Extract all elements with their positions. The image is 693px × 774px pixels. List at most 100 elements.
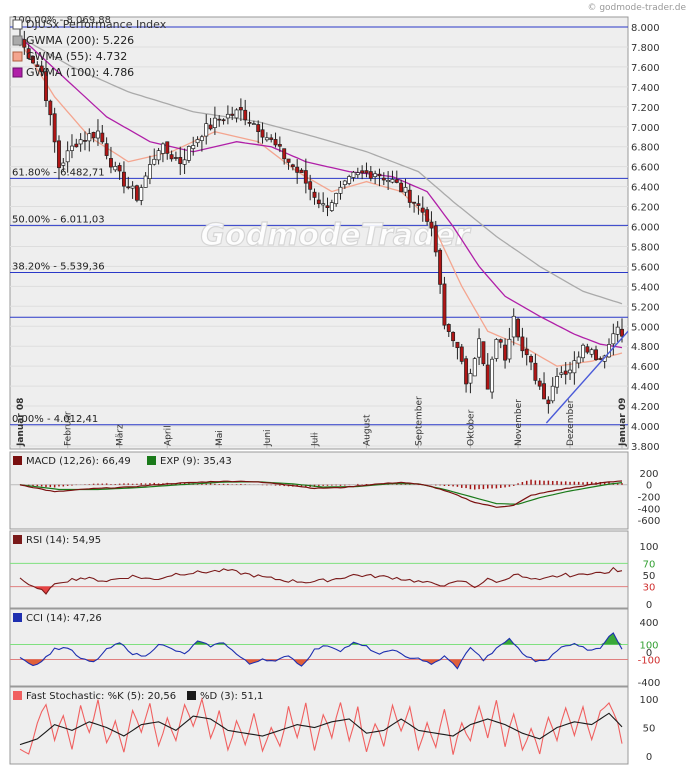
y-tick-label: 400 [639, 618, 658, 629]
y-tick-label: 6.000 [631, 223, 660, 234]
exp-swatch [147, 456, 156, 465]
macd-panel-bg [9, 451, 629, 530]
candle [576, 356, 581, 364]
candle [173, 157, 178, 159]
candle [615, 326, 620, 335]
candle [121, 171, 126, 187]
y-tick-label: -600 [638, 516, 661, 527]
candle [108, 158, 113, 168]
candle [156, 150, 161, 161]
candle [96, 130, 100, 139]
candle [61, 162, 66, 166]
candle [160, 143, 165, 154]
y-tick-label: -400 [638, 678, 661, 689]
candle [568, 369, 572, 374]
rsi-swatch [13, 535, 22, 544]
month-label: August [362, 414, 372, 446]
candle [572, 360, 577, 374]
candle [390, 179, 395, 183]
candle [351, 171, 356, 178]
candle [225, 113, 230, 119]
y-tick-label: 7.200 [631, 103, 660, 114]
y-tick-label: 0 [646, 481, 652, 492]
gwma200-line [19, 36, 623, 305]
candle [269, 137, 274, 140]
candle [455, 341, 460, 349]
month-label: Januar 08 [16, 398, 26, 447]
stochastic-d-title: %D (3): 51,1 [200, 691, 263, 702]
y-tick-label: 4.600 [631, 362, 660, 373]
stochastic-d-swatch [187, 691, 196, 700]
stochastic-y-axis: 100 50 0 [639, 695, 658, 763]
candle [117, 165, 122, 172]
stochastic-d-line [19, 712, 623, 746]
candle [563, 370, 568, 375]
y-tick-label: 4.200 [631, 402, 660, 413]
main-panel-bg [9, 16, 629, 450]
y-tick-label: 5.600 [631, 262, 660, 273]
y-tick-label: 5.400 [631, 282, 660, 293]
y-tick-label: 6.600 [631, 163, 660, 174]
rsi-series [10, 562, 628, 595]
candle [598, 358, 603, 360]
y-tick-label: -100 [638, 656, 661, 667]
main-legend: 100.00% - 8.069,88 DJUSx Performance Ind… [12, 15, 167, 79]
candle [74, 143, 79, 148]
fib-label: 61.80% - 6.482,71 [12, 167, 105, 178]
y-tick-label: 50 [643, 571, 656, 582]
cci-title: CCI (14): 47,26 [26, 613, 102, 624]
month-label: Mai [215, 430, 225, 446]
candle [165, 141, 170, 154]
candle [130, 185, 135, 189]
macd-series [10, 479, 628, 508]
candle [511, 315, 516, 338]
month-label: Oktober [466, 409, 476, 446]
support-trendline [545, 330, 628, 424]
rsi-panel-bg [9, 530, 629, 609]
candle [555, 376, 559, 388]
stochastic-series [19, 696, 623, 755]
legend-swatch-gwma55 [12, 51, 23, 62]
cci-swatch [13, 613, 22, 622]
y-tick-label: 5.000 [631, 322, 660, 333]
candle [377, 173, 382, 177]
exp-title: EXP (9): 35,43 [160, 456, 232, 467]
y-tick-label: 100 [639, 695, 658, 706]
y-tick-label: 6.200 [631, 203, 660, 214]
candle [44, 71, 48, 101]
candle [204, 123, 209, 137]
candle [35, 64, 40, 67]
y-tick-label: 100 [639, 542, 658, 553]
candle [403, 187, 408, 193]
candle [48, 100, 53, 116]
candle [451, 331, 456, 342]
y-tick-label: 7.800 [631, 43, 660, 54]
y-tick-label: 0 [646, 752, 652, 763]
candle [208, 124, 213, 130]
candle [620, 328, 624, 337]
main-y-axis: 3.800 4.000 4.200 4.400 4.600 4.800 5.000 5.200… [631, 23, 660, 453]
candle [438, 249, 443, 285]
candle [472, 358, 477, 377]
candle [373, 173, 378, 177]
watermark: © godmode-trader.de [587, 3, 686, 13]
candle [57, 140, 61, 169]
main-panel: 61.80% - 6.482,71 50.00% - 6.011,03 38.20%… [9, 15, 660, 453]
legend-gwma55: GWMA (55): 4.732 [26, 50, 127, 63]
month-label: Juni [263, 429, 273, 447]
stochastic-k-line [19, 696, 623, 755]
legend-gwma200: GWMA (200): 5.226 [26, 34, 134, 47]
candle [52, 113, 57, 143]
fibonacci-lines: 61.80% - 6.482,71 50.00% - 6.011,03 38.20%… [10, 26, 628, 426]
candle [589, 349, 594, 355]
candle [282, 148, 287, 160]
y-tick-label: 4.000 [631, 422, 660, 433]
month-label: Februar [64, 411, 74, 446]
candle [169, 154, 174, 160]
candle [100, 132, 105, 143]
